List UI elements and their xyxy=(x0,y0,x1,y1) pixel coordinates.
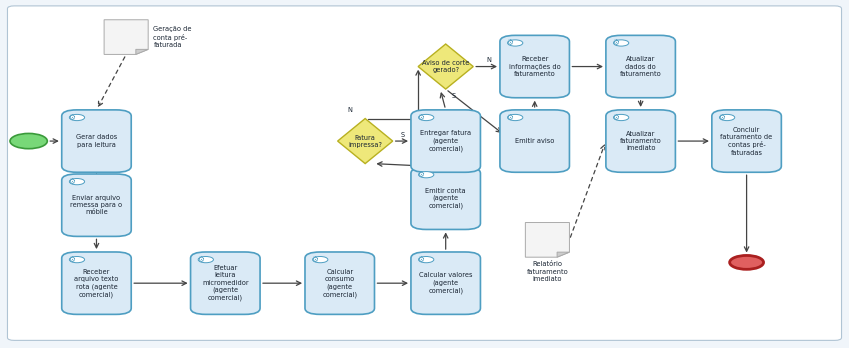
Text: Atualizar
dados do
faturamento: Atualizar dados do faturamento xyxy=(620,56,661,77)
FancyBboxPatch shape xyxy=(606,110,676,172)
Circle shape xyxy=(312,256,328,263)
FancyBboxPatch shape xyxy=(411,252,481,314)
Text: Geração de
conta pré-
faturada: Geração de conta pré- faturada xyxy=(154,26,192,48)
Text: ⚙: ⚙ xyxy=(718,113,726,122)
Circle shape xyxy=(419,172,434,178)
Circle shape xyxy=(508,40,523,46)
FancyBboxPatch shape xyxy=(62,252,132,314)
FancyBboxPatch shape xyxy=(8,6,841,340)
Text: ⚙: ⚙ xyxy=(418,255,424,264)
Text: Relatório
faturamento
imediato: Relatório faturamento imediato xyxy=(526,261,568,282)
Polygon shape xyxy=(419,44,473,89)
Text: Aviso de corte
gerado?: Aviso de corte gerado? xyxy=(422,60,469,73)
FancyBboxPatch shape xyxy=(500,35,570,98)
Text: S: S xyxy=(453,93,456,99)
Circle shape xyxy=(719,114,734,121)
Circle shape xyxy=(419,114,434,121)
Text: Emitir conta
(agente
comercial): Emitir conta (agente comercial) xyxy=(425,188,466,209)
FancyBboxPatch shape xyxy=(711,110,781,172)
Text: N: N xyxy=(486,57,491,63)
Text: ⚙: ⚙ xyxy=(312,255,318,264)
FancyBboxPatch shape xyxy=(411,167,481,229)
FancyBboxPatch shape xyxy=(606,35,676,98)
Circle shape xyxy=(70,256,85,263)
FancyBboxPatch shape xyxy=(190,252,260,314)
Text: ⚙: ⚙ xyxy=(69,177,76,186)
Text: Receber
arquivo texto
rota (agente
comercial): Receber arquivo texto rota (agente comer… xyxy=(74,269,119,298)
Text: ⚙: ⚙ xyxy=(507,113,514,122)
Circle shape xyxy=(614,114,629,121)
Text: N: N xyxy=(347,107,352,113)
Circle shape xyxy=(614,40,629,46)
Circle shape xyxy=(70,179,85,185)
Polygon shape xyxy=(526,222,570,257)
Polygon shape xyxy=(557,252,570,257)
Text: Receber
informações do
faturamento: Receber informações do faturamento xyxy=(509,56,560,77)
Text: ⚙: ⚙ xyxy=(418,113,424,122)
Polygon shape xyxy=(338,119,393,164)
Text: ⚙: ⚙ xyxy=(197,255,205,264)
Text: Entregar fatura
(agente
comercial): Entregar fatura (agente comercial) xyxy=(420,130,471,152)
Text: ⚙: ⚙ xyxy=(69,113,76,122)
Text: ⚙: ⚙ xyxy=(418,170,424,179)
Text: Calcular
consumo
(agente
comercial): Calcular consumo (agente comercial) xyxy=(322,269,357,298)
Text: Calcular valores
(agente
comercial): Calcular valores (agente comercial) xyxy=(419,272,472,294)
Circle shape xyxy=(70,114,85,121)
Circle shape xyxy=(419,256,434,263)
Polygon shape xyxy=(136,49,149,54)
Text: Fatura
impressa?: Fatura impressa? xyxy=(348,135,382,148)
Text: Atualizar
faturamento
imediato: Atualizar faturamento imediato xyxy=(620,131,661,151)
Circle shape xyxy=(10,133,48,149)
FancyBboxPatch shape xyxy=(500,110,570,172)
Circle shape xyxy=(508,114,523,121)
Circle shape xyxy=(198,256,213,263)
FancyBboxPatch shape xyxy=(305,252,374,314)
Text: Concluir
faturamento de
contas pré-
faturadas: Concluir faturamento de contas pré- fatu… xyxy=(721,127,773,156)
Polygon shape xyxy=(104,20,149,54)
FancyBboxPatch shape xyxy=(62,174,132,236)
Text: ⚙: ⚙ xyxy=(507,38,514,47)
FancyBboxPatch shape xyxy=(411,110,481,172)
Text: S: S xyxy=(401,132,405,138)
Text: Efetuar
leitura
micromedidor
(agente
comercial): Efetuar leitura micromedidor (agente com… xyxy=(202,265,249,301)
Text: Emitir aviso: Emitir aviso xyxy=(515,138,554,144)
FancyBboxPatch shape xyxy=(62,110,132,172)
Circle shape xyxy=(729,255,763,269)
Text: Gerar dados
para leitura: Gerar dados para leitura xyxy=(76,134,117,148)
Text: ⚙: ⚙ xyxy=(613,38,620,47)
Text: ⚙: ⚙ xyxy=(613,113,620,122)
Text: Enviar arquivo
remessa para o
móbile: Enviar arquivo remessa para o móbile xyxy=(70,195,122,215)
Text: ⚙: ⚙ xyxy=(69,255,76,264)
